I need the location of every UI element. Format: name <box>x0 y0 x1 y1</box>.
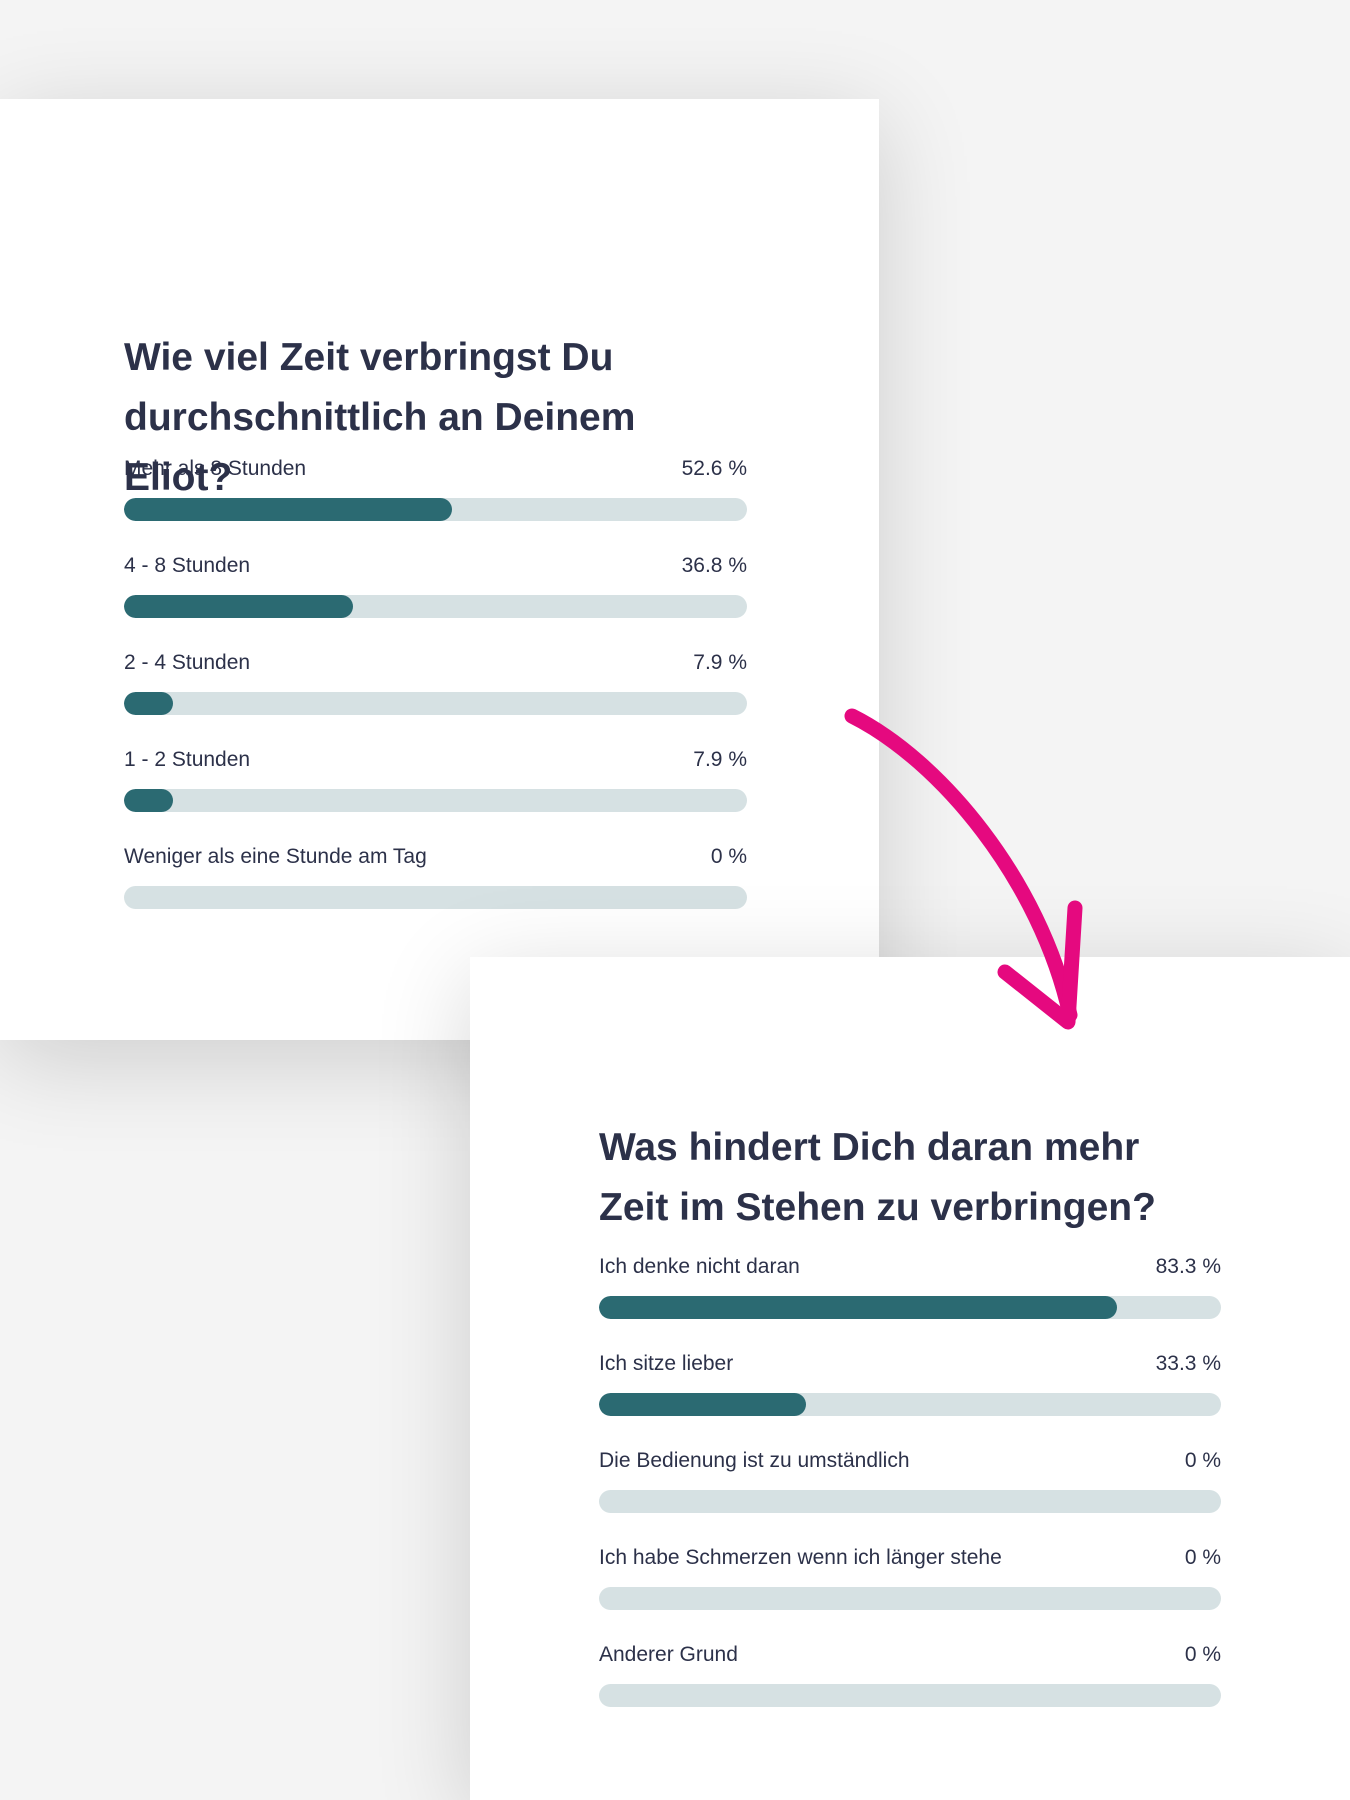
bar-track <box>124 595 747 618</box>
poll-card: Was hindert Dich daran mehr Zeit im Steh… <box>470 957 1350 1800</box>
bar-track <box>124 886 747 909</box>
bar-track <box>599 1587 1221 1610</box>
bar-track <box>599 1684 1221 1707</box>
option-percent: 52.6 % <box>681 457 747 480</box>
option-label: Die Bedienung ist zu umständlich <box>599 1449 910 1472</box>
poll-title: Wie viel Zeit verbringst Du durchschnitt… <box>124 336 636 499</box>
poll-card: Wie viel Zeit verbringst Du durchschnitt… <box>0 99 879 1040</box>
option-label: 2 - 4 Stunden <box>124 651 251 674</box>
option-percent: 36.8 % <box>681 554 747 577</box>
option-label: Ich sitze lieber <box>599 1352 734 1375</box>
bar-track <box>124 692 747 715</box>
poll-title: Was hindert Dich daran mehr Zeit im Steh… <box>599 1126 1156 1229</box>
option-label: 1 - 2 Stunden <box>124 748 251 771</box>
bar-track <box>599 1393 1221 1416</box>
option-label: Anderer Grund <box>599 1643 738 1666</box>
bar <box>124 692 174 715</box>
option-percent: 7.9 % <box>693 748 747 771</box>
bar-track <box>599 1490 1221 1513</box>
bar-track <box>124 498 747 521</box>
bar <box>599 1393 807 1416</box>
bar <box>599 1296 1118 1319</box>
option-percent: 7.9 % <box>693 651 747 674</box>
option-label: 4 - 8 Stunden <box>124 554 251 577</box>
option-label: Mehr als 8 Stunden <box>124 457 307 480</box>
option-percent: 83.3 % <box>1155 1255 1221 1278</box>
bar-track <box>599 1296 1221 1319</box>
bar <box>124 498 452 521</box>
option-percent: 0 % <box>1184 1643 1221 1666</box>
option-percent: 0 % <box>1184 1449 1221 1472</box>
bar-track <box>124 789 747 812</box>
option-label: Weniger als eine Stunde am Tag <box>124 845 427 868</box>
option-label: Ich habe Schmerzen wenn ich länger stehe <box>599 1546 1002 1569</box>
bar <box>124 595 354 618</box>
option-percent: 33.3 % <box>1155 1352 1221 1375</box>
option-label: Ich denke nicht daran <box>599 1255 800 1278</box>
option-percent: 0 % <box>1184 1546 1221 1569</box>
bar <box>124 789 174 812</box>
option-percent: 0 % <box>710 845 747 868</box>
